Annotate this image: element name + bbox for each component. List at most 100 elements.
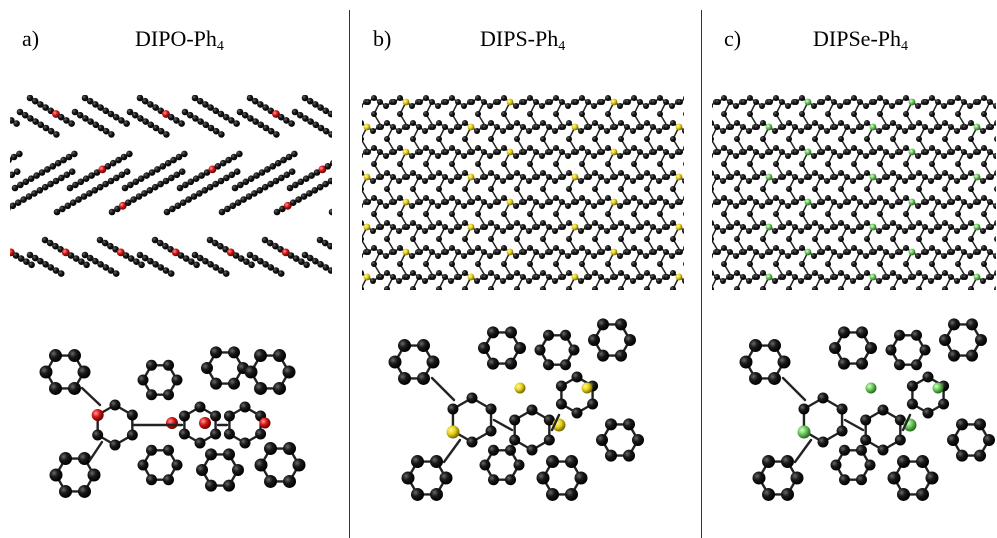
carbon-atom [279, 205, 286, 213]
carbon-atom [566, 120, 572, 126]
carbon-atom [286, 184, 294, 192]
carbon-atom [258, 169, 266, 176]
carbon-atom [301, 251, 309, 259]
carbon-atom [133, 258, 140, 266]
carbon-atom [579, 111, 585, 117]
carbon-atom [206, 236, 214, 244]
carbon-atom [241, 111, 249, 119]
carbon-atom [955, 261, 961, 267]
carbon-atom [592, 136, 598, 142]
carbon-atom [923, 99, 929, 105]
carbon-atom [0, 243, 4, 250]
carbon-atom [721, 245, 727, 251]
carbon-atom [760, 120, 766, 126]
carbon-atom [975, 99, 981, 105]
carbon-atom [520, 274, 526, 280]
carbon-atom [362, 120, 364, 126]
carbon-atom [27, 115, 34, 122]
carbon-atom [696, 286, 702, 292]
carbon-atom [767, 99, 773, 105]
carbon-atom [837, 103, 843, 109]
carbon-atom [0, 209, 5, 216]
carbon-atom [57, 270, 65, 277]
carbon-atom [850, 178, 856, 184]
carbon-atom [923, 149, 929, 155]
carbon-atom [201, 362, 213, 374]
carbon-atom [877, 444, 889, 456]
carbon-atom [501, 111, 507, 117]
carbon-atom [670, 286, 676, 290]
carbon-atom [362, 103, 363, 109]
carbon-atom [838, 170, 844, 176]
carbon-atom [773, 161, 779, 167]
carbon-atom [501, 95, 507, 101]
carbon-atom [864, 270, 870, 276]
carbon-atom [316, 183, 324, 191]
carbon-atom [181, 150, 188, 158]
carbon-atom [740, 174, 746, 180]
carbon-atom [786, 236, 792, 242]
carbon-atom [341, 154, 348, 161]
carbon-atom [894, 434, 906, 446]
carbon-atom [936, 174, 942, 180]
carbon-atom [410, 120, 416, 126]
carbon-atom [462, 220, 468, 226]
carbon-atom [968, 220, 974, 226]
carbon-atom [218, 131, 225, 138]
carbon-atom [579, 95, 585, 101]
panel-c-label: c) [724, 26, 742, 51]
carbon-atom [447, 403, 459, 415]
carbon-atom [565, 253, 571, 259]
carbon-atom [540, 136, 546, 142]
carbon-atom [857, 249, 863, 255]
carbon-atom [975, 249, 981, 255]
carbon-atom [767, 249, 773, 255]
carbon-atom [573, 199, 579, 205]
carbon-atom [345, 111, 351, 117]
carbon-atom [547, 99, 553, 105]
carbon-atom [461, 103, 467, 109]
carbon-atom [599, 199, 605, 205]
carbon-atom [397, 111, 403, 117]
carbon-atom [520, 174, 526, 180]
carbon-atom [267, 127, 275, 135]
carbon-atom [838, 136, 844, 142]
carbon-atom [328, 131, 332, 138]
carbon-atom [664, 224, 670, 230]
carbon-atom [890, 170, 896, 176]
carbon-atom [347, 109, 354, 116]
carbon-atom [942, 236, 948, 242]
carbon-atom [488, 170, 494, 176]
carbon-atom [689, 249, 695, 255]
carbon-atom [156, 239, 164, 247]
carbon-atom [3, 175, 10, 182]
carbon-atom [123, 120, 130, 127]
carbon-atom [430, 455, 443, 469]
carbon-atom [127, 255, 135, 262]
carbon-atom [187, 178, 195, 186]
divider-left [349, 10, 350, 538]
carbon-atom [818, 174, 824, 180]
carbon-atom [939, 334, 951, 346]
carbon-atom [721, 261, 727, 267]
carbon-atom [962, 274, 968, 280]
carbon-atom [514, 270, 520, 276]
carbon-atom [799, 111, 805, 117]
carbon-atom [877, 261, 883, 267]
carbon-atom [345, 145, 351, 151]
carbon-atom [203, 169, 211, 176]
carbon-atom [734, 236, 740, 242]
carbon-atom [712, 270, 714, 276]
heteroatom [272, 110, 280, 118]
carbon-atom [273, 349, 286, 363]
carbon-atom [88, 172, 95, 179]
carbon-atom [631, 195, 637, 201]
carbon-atom [894, 414, 906, 426]
carbon-atom [883, 149, 889, 155]
carbon-atom [702, 224, 708, 230]
carbon-atom [552, 228, 558, 234]
carbon-atom [657, 245, 663, 251]
carbon-atom [695, 211, 701, 217]
carbon-atom [485, 403, 497, 415]
carbon-atom [167, 113, 175, 121]
